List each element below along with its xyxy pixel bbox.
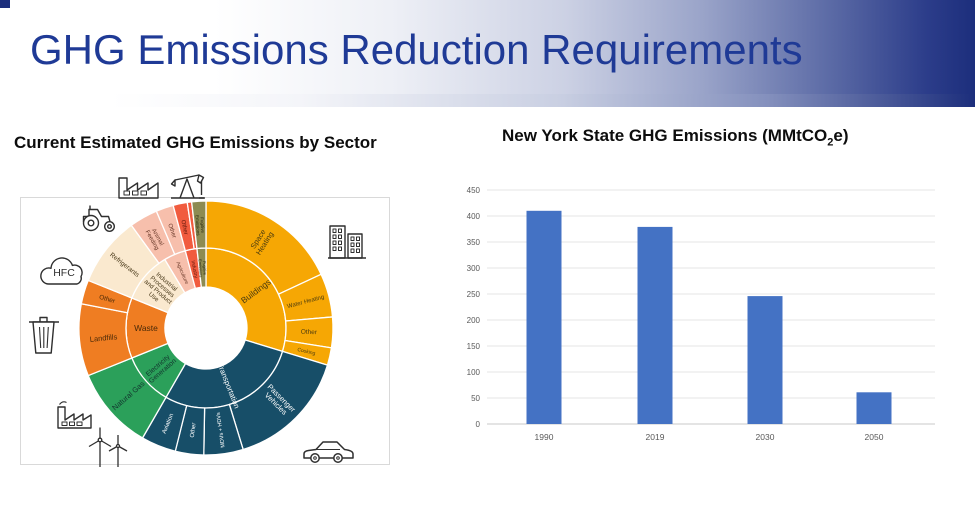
bar-chart-title-pre: New York State GHG Emissions (MMtCO: [502, 126, 828, 145]
bar-chart-title-post: e): [833, 126, 849, 145]
y-tick-label: 0: [476, 420, 481, 429]
bar-2030: [747, 296, 783, 424]
hfc-cloud-label: HFC: [53, 267, 75, 279]
bar-chart: 0 50 100 150 200 250 300 350 400 450 1990 2019 2030 2…: [467, 186, 935, 442]
sunburst-segment-label: Other: [166, 223, 177, 239]
sunburst-segment-label: Other: [301, 329, 318, 337]
smokestack-factory-icon: [57, 401, 92, 429]
sunburst-segment-label: Other: [98, 294, 116, 306]
car-icon: [303, 441, 354, 463]
page-title: GHG Emissions Reduction Requirements: [30, 26, 803, 73]
sunburst-segment-label: FugitiveEmissions: [195, 215, 206, 237]
bar-chart-title-sub: 2: [827, 136, 834, 149]
sunburst-chart: BuildingsTransportationElectricityGenera…: [29, 174, 366, 467]
y-tick-label: 350: [467, 238, 481, 247]
sunburst-segment-fugitive-emissions: [190, 200, 207, 250]
x-tick-label: 2019: [646, 432, 665, 442]
bar-2050: [856, 392, 892, 424]
bar-chart-title: New York State GHG Emissions (MMtCO2e): [502, 126, 849, 148]
y-tick-label: 250: [467, 290, 481, 299]
bar-1990: [526, 210, 562, 424]
sunburst-segment-label: Landfills: [89, 332, 118, 344]
sunburst-chart-title: Current Estimated GHG Emissions by Secto…: [14, 133, 377, 152]
x-tick-label: 2030: [756, 432, 775, 442]
header-underline-bar: [110, 94, 975, 107]
y-tick-label: 150: [467, 342, 481, 351]
sunburst-segment-label: Cooking: [297, 347, 316, 357]
y-tick-label: 200: [467, 316, 481, 325]
factory-icon: [118, 177, 159, 199]
y-tick-label: 400: [467, 212, 481, 221]
x-tick-label: 1990: [535, 432, 554, 442]
corner-accent-square: [0, 0, 10, 8]
city-buildings-icon: [328, 225, 366, 259]
y-tick-label: 50: [471, 394, 480, 403]
tractor-icon: [82, 205, 116, 233]
hfc-cloud-icon: [40, 257, 83, 285]
bar-2019: [637, 226, 673, 424]
sunburst-segment-label: Waste: [134, 323, 158, 333]
sunburst-segment-label: Other: [179, 219, 188, 235]
y-tick-label: 450: [467, 186, 481, 195]
wind-turbines-icon: [88, 427, 128, 467]
trash-can-icon: [29, 316, 59, 354]
sunburst-segment-label: Other: [190, 422, 198, 438]
x-tick-label: 2050: [865, 432, 884, 442]
sunburst-segment-label: Industry: [189, 260, 198, 279]
sunburst-segment-label: FugitiveEmissions: [198, 259, 208, 278]
y-tick-label: 100: [467, 368, 481, 377]
sunburst-segment-label: MDVs + HDVs: [216, 412, 227, 448]
header-banner: [0, 0, 975, 94]
oil-pumpjack-icon: [170, 174, 205, 199]
y-tick-label: 300: [467, 264, 481, 273]
